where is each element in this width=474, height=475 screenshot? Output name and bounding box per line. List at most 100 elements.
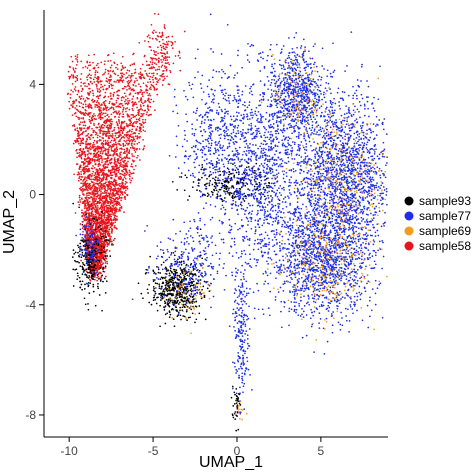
data-point [119,175,122,178]
data-point [92,92,94,95]
data-point [110,180,113,183]
data-point [72,90,74,93]
data-point [164,313,167,316]
data-point [128,70,131,72]
data-point [92,136,95,139]
data-point [110,235,112,238]
data-point [167,293,170,296]
data-point [92,94,95,97]
data-point [168,272,171,275]
data-point [122,109,124,111]
data-point [99,118,102,121]
data-point [125,156,128,159]
data-point [88,73,91,76]
data-point [90,272,93,275]
data-point [130,113,133,116]
data-point [88,177,91,180]
data-point [145,60,148,63]
data-point [158,60,160,63]
data-point [164,284,167,287]
data-point [102,169,104,172]
data-point [155,273,157,275]
data-point [253,185,256,188]
data-point [114,132,117,134]
data-point [80,97,82,100]
data-point [94,173,97,175]
data-point [96,252,98,255]
data-point [110,215,112,218]
data-point [109,120,111,123]
data-point [106,142,109,145]
data-point [220,182,223,185]
data-point [185,279,187,281]
data-point [134,165,137,167]
data-point [108,132,111,135]
data-point [99,243,102,246]
data-point [80,211,83,214]
data-point [113,204,115,206]
data-point [247,188,249,190]
data-point [94,222,96,225]
data-point [71,256,74,258]
data-point [142,95,144,98]
data-point [226,190,229,193]
data-point [114,134,117,137]
data-point [142,148,145,151]
data-point [160,49,163,51]
data-point [103,227,106,230]
data-point [94,131,97,134]
data-point [112,111,115,114]
data-point [93,124,95,127]
data-point [94,213,97,216]
data-point [95,179,97,181]
data-point [109,66,112,69]
data-point [281,80,283,83]
data-point [233,403,236,405]
data-point [155,78,158,80]
data-point [133,103,136,106]
data-point [109,95,112,97]
data-point [106,106,109,109]
data-point [112,95,115,97]
data-point [115,136,118,139]
data-point [170,293,173,295]
data-point [81,88,84,91]
data-point [86,199,89,201]
data-point [86,192,88,195]
data-point [104,112,107,115]
data-point [144,121,147,124]
data-point [132,88,134,90]
data-point [146,85,148,88]
data-point [107,129,110,131]
data-point [103,190,106,193]
data-point [86,227,88,230]
data-point [81,176,84,178]
data-point [80,189,83,191]
data-point [111,188,114,191]
data-point [98,126,101,128]
data-point [164,287,166,290]
data-point [98,251,101,254]
data-point [79,201,82,203]
data-point [80,154,82,157]
data-point [131,100,134,103]
data-point [115,110,117,113]
data-point [116,158,119,160]
data-point [97,183,99,186]
data-point [163,69,165,72]
data-point [101,117,104,119]
data-point [129,139,131,142]
data-point [95,85,98,88]
data-point [170,41,172,43]
data-point [103,258,106,261]
data-point [78,117,81,119]
data-point [172,62,175,65]
data-point [152,299,155,302]
data-point [90,195,92,198]
data-point [103,196,106,199]
data-point [113,149,116,152]
data-point [129,181,132,184]
data-point [92,273,94,276]
data-point [132,74,134,77]
data-point [139,126,142,129]
